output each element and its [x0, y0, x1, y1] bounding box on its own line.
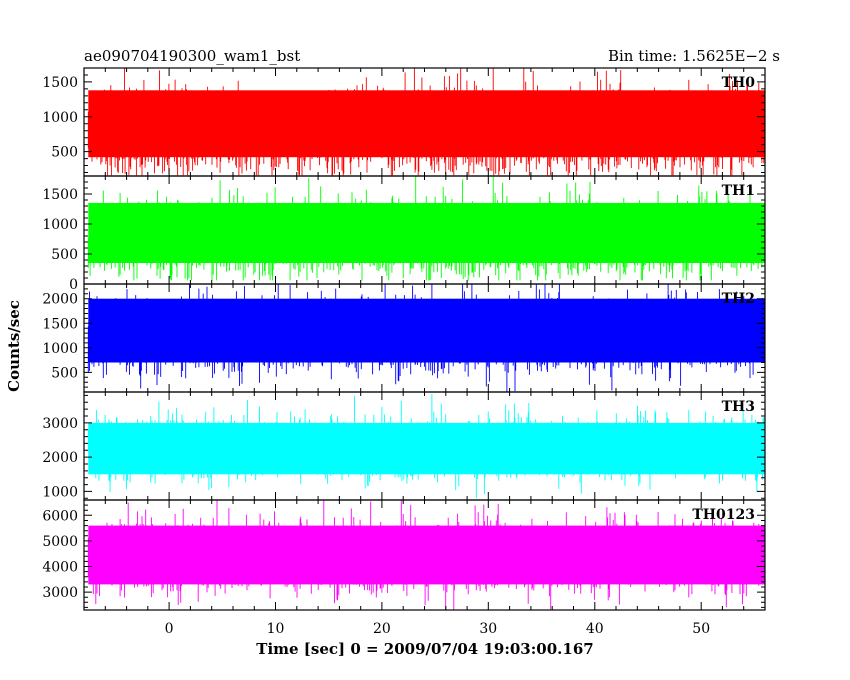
y-tick-label: 0 [69, 277, 78, 293]
series-line-th2 [87, 284, 765, 392]
y-tick-label: 1000 [42, 484, 78, 500]
panel-th3: 1000 2000 3000 TH3 [42, 391, 766, 501]
axis-ticks [83, 68, 766, 176]
x-axis-title: Time [sec] 0 = 2009/07/04 19:03:00.167 [256, 640, 593, 658]
y-tick-label: 3000 [42, 416, 78, 432]
y-tick-label: 4000 [42, 560, 78, 576]
x-tick-labels: 0 10 20 30 40 50 [165, 621, 710, 637]
axis-ticks [83, 500, 766, 610]
y-tick-label: 500 [51, 247, 78, 263]
x-tick-label: 30 [479, 621, 497, 637]
y-tick-label: 500 [51, 365, 78, 381]
chart-title-left: ae090704190300_wam1_bst [84, 47, 300, 65]
series-line-th0 [87, 68, 765, 176]
y-axis-title: Counts/sec [5, 300, 23, 392]
axis-ticks [83, 392, 766, 500]
y-tick-label: 1500 [42, 75, 78, 91]
chart-title-right: Bin time: 1.5625E−2 s [608, 47, 780, 65]
panel-label-th1: TH1 [722, 183, 755, 199]
y-tick-label: 5000 [42, 534, 78, 550]
panel-th1: 0 500 1000 1500 TH1 [42, 175, 766, 293]
x-tick-label: 50 [692, 621, 710, 637]
x-tick-label: 40 [586, 621, 604, 637]
y-tick-label: 500 [51, 145, 78, 161]
y-tick-label: 2000 [42, 450, 78, 466]
axis-ticks [83, 284, 766, 392]
y-tick-label: 1500 [42, 316, 78, 332]
series-line-th3 [87, 394, 765, 499]
panel-label-th0: TH0 [722, 75, 756, 91]
y-tick-label: 1500 [42, 187, 78, 203]
panel-th0123: 3000 4000 5000 6000 TH0123 [42, 499, 766, 611]
y-tick-label: 2000 [42, 292, 78, 308]
y-tick-label: 1000 [42, 217, 78, 233]
y-tick-label: 3000 [42, 585, 78, 601]
y-tick-label: 1000 [42, 110, 78, 126]
panel-label-th0123: TH0123 [692, 507, 755, 523]
panel-th2: 500 1000 1500 2000 TH2 [42, 283, 766, 393]
panel-label-th3: TH3 [722, 399, 755, 415]
x-tick-label: 0 [165, 621, 174, 637]
y-tick-label: 1000 [42, 341, 78, 357]
x-tick-label: 10 [267, 621, 285, 637]
panel-label-th2: TH2 [722, 291, 755, 307]
x-tick-label: 20 [373, 621, 391, 637]
axis-ticks [83, 176, 766, 284]
panel-th0: 500 1000 1500 TH0 [42, 67, 766, 177]
series-line-th0123 [87, 500, 765, 610]
series-line-th1 [87, 176, 765, 281]
y-tick-label: 6000 [42, 508, 78, 524]
